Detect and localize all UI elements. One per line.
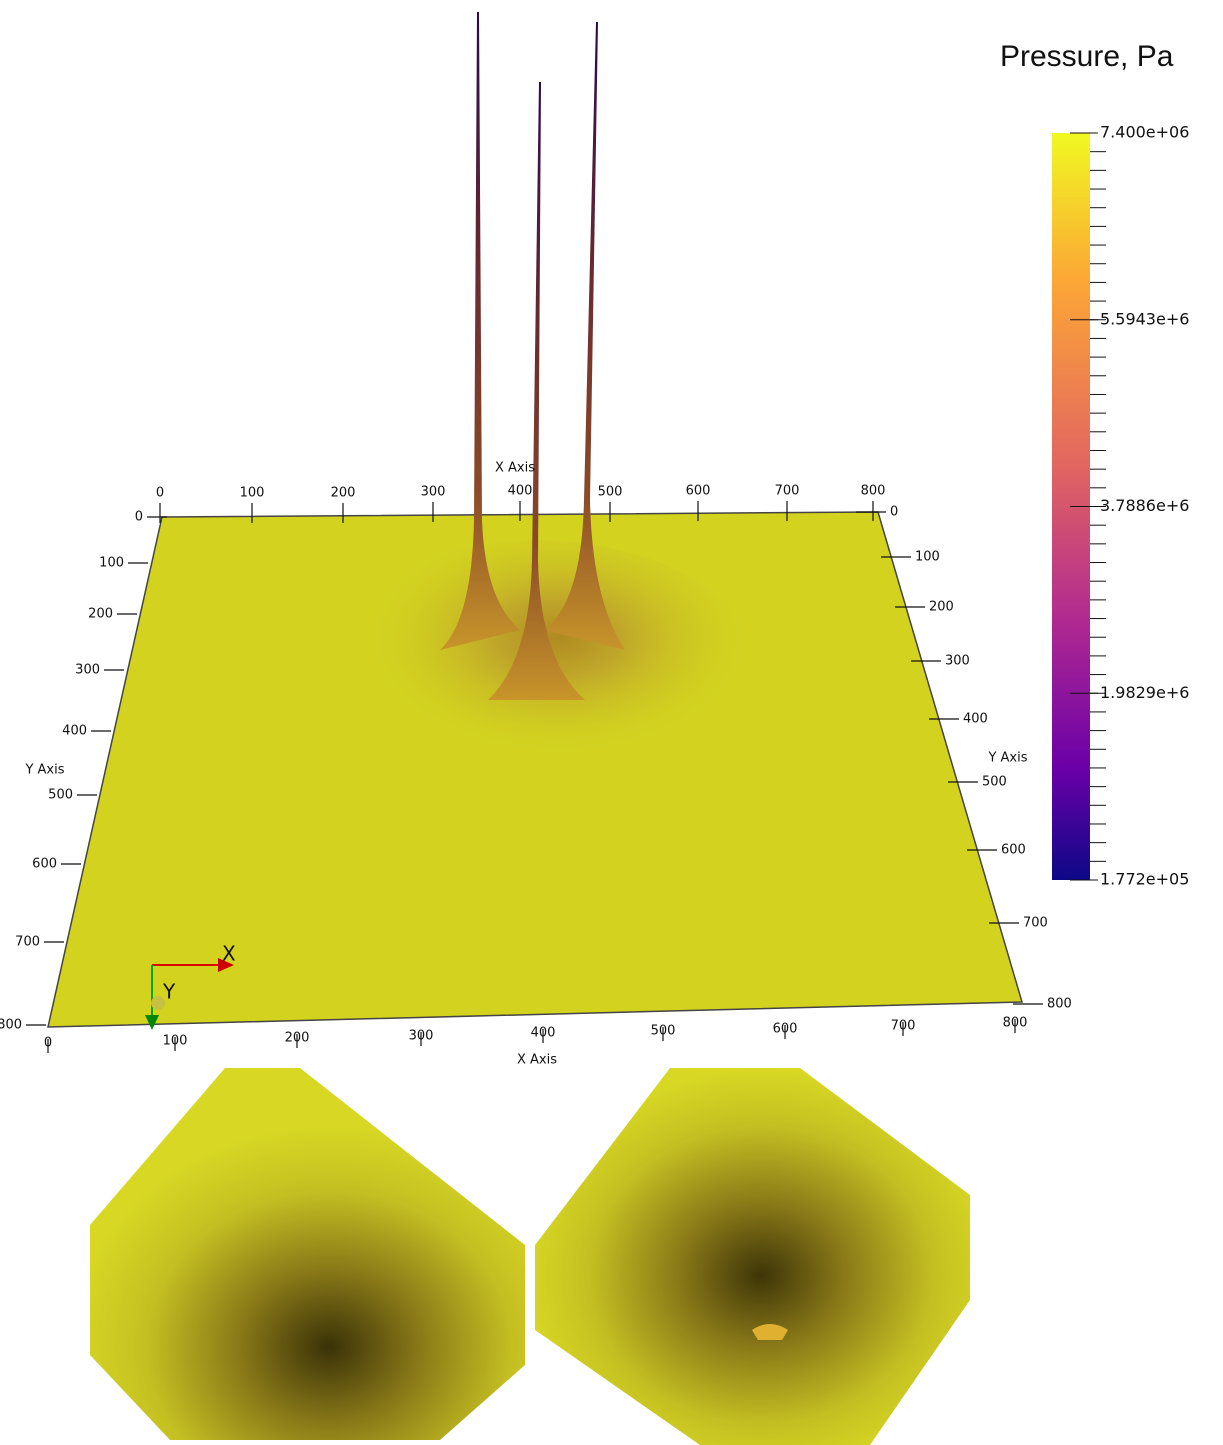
- left-y-tick-label: 0: [135, 510, 143, 525]
- colorbar-label: 5.5943e+6: [1100, 309, 1189, 328]
- left-y-tick-label: 800: [0, 1018, 22, 1033]
- colorbar-title: Pressure, Pa: [1000, 40, 1174, 73]
- orientation-y-label: Y: [162, 980, 176, 1004]
- colorbar-label: 1.772e+05: [1100, 870, 1189, 889]
- colorbar-label: 7.400e+06: [1100, 123, 1189, 142]
- left-y-tick-label: 700: [15, 935, 40, 950]
- right-y-tick-label: 100: [915, 550, 940, 565]
- top-x-tick-label: 800: [861, 484, 886, 499]
- bottom-x-tick-label: 200: [285, 1031, 310, 1046]
- top-x-tick-label: 300: [421, 485, 446, 500]
- colorbar-label: 3.7886e+6: [1100, 496, 1189, 515]
- bottom-x-tick-label: 400: [531, 1026, 556, 1041]
- orientation-x-label: X: [222, 942, 236, 966]
- bottom-x-tick-label: 500: [651, 1024, 676, 1039]
- left-y-tick-label: 400: [62, 724, 87, 739]
- bottom-x-tick-label: 600: [773, 1022, 798, 1037]
- bottom-x-tick-label: 300: [409, 1029, 434, 1044]
- right-y-tick-label: 800: [1047, 997, 1072, 1012]
- left-y-tick-label: 100: [99, 556, 124, 571]
- inset-left: [90, 1068, 525, 1440]
- right-y-tick-label: 600: [1001, 843, 1026, 858]
- left-y-tick-label: 300: [75, 663, 100, 678]
- right-y-tick-label: 0: [890, 505, 898, 520]
- top-x-tick-label: 100: [240, 486, 265, 501]
- left-y-tick-label: 200: [88, 607, 113, 622]
- right-y-tick-label: 500: [982, 775, 1007, 790]
- top-x-tick-label: 0: [156, 486, 164, 501]
- top-x-tick-label: 700: [775, 484, 800, 499]
- right-y-tick-label: 700: [1023, 916, 1048, 931]
- right-y-tick-label: 200: [929, 600, 954, 615]
- right-y-axis-title: Y Axis: [987, 751, 1027, 766]
- left-y-tick-label: 500: [48, 788, 73, 803]
- top-x-tick-label: 400: [508, 484, 533, 499]
- bottom-x-tick-label: 700: [891, 1019, 916, 1034]
- bottom-x-tick-label: 0: [44, 1036, 52, 1051]
- bottom-x-tick-label: 800: [1003, 1016, 1028, 1031]
- left-y-axis-title: Y Axis: [24, 763, 64, 778]
- colorbar-label: 1.9829e+6: [1100, 683, 1189, 702]
- bottom-x-tick-label: 100: [163, 1034, 188, 1049]
- top-x-tick-label: 200: [331, 486, 356, 501]
- inset-right: [535, 1068, 970, 1445]
- left-y-tick-label: 600: [32, 857, 57, 872]
- top-x-axis-title: X Axis: [495, 461, 535, 476]
- right-y-tick-label: 400: [963, 712, 988, 727]
- top-x-tick-label: 500: [598, 485, 623, 500]
- scene: X Y X Axis X Axis Y Axis Y Axis Pressure…: [0, 0, 1223, 1445]
- top-x-tick-label: 600: [686, 484, 711, 499]
- bottom-x-axis-title: X Axis: [517, 1053, 557, 1068]
- right-y-tick-label: 300: [945, 654, 970, 669]
